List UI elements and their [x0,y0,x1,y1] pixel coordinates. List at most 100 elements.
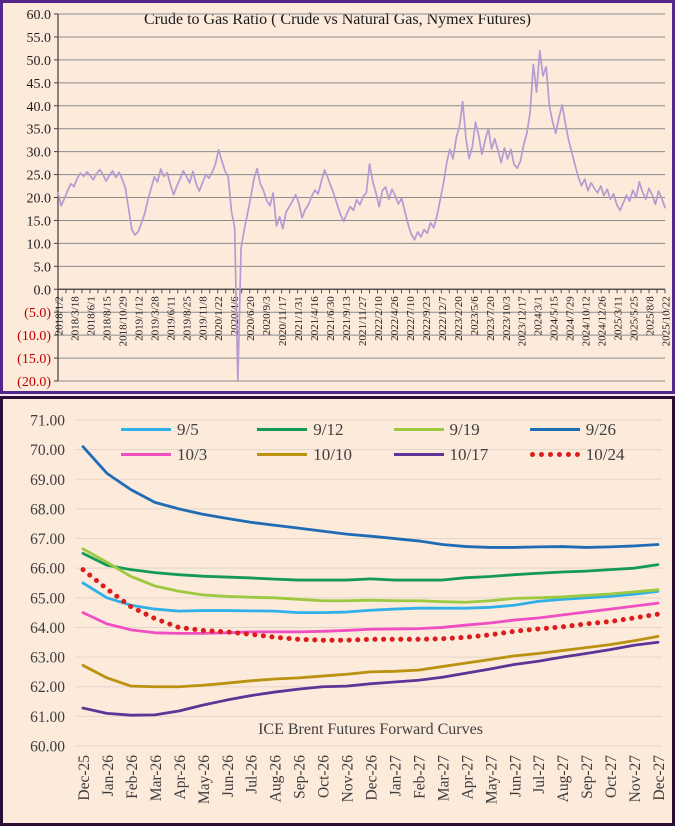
svg-text:Nov-27: Nov-27 [627,755,644,803]
legend: 9/5 9/12 9/19 9/26 10/3 10/10 10/17 10/24 [121,421,666,463]
legend-swatch-10-3 [121,453,171,456]
svg-text:2020/1/22: 2020/1/22 [213,296,225,341]
series-line-9-26 [81,445,660,549]
svg-text:2021/4/16: 2021/4/16 [309,296,321,341]
svg-text:63.00: 63.00 [30,650,65,667]
svg-text:68.00: 68.00 [30,501,65,518]
svg-text:45.0: 45.0 [27,77,52,92]
legend-item-9-5: 9/5 [121,421,257,438]
svg-text:May-26: May-26 [196,755,213,804]
svg-text:60.00: 60.00 [30,739,65,756]
svg-text:(20.0): (20.0) [17,375,51,390]
svg-text:Jun-27: Jun-27 [507,755,524,797]
svg-text:Sep-26: Sep-26 [292,755,309,799]
svg-text:2018/10/29: 2018/10/29 [117,296,129,347]
legend-swatch-9-19 [393,428,444,431]
svg-text:50.0: 50.0 [27,54,52,69]
svg-text:0.0: 0.0 [34,283,52,298]
svg-text:Mar-26: Mar-26 [148,755,165,801]
svg-text:Dec-27: Dec-27 [651,755,668,801]
svg-text:2025/3/11: 2025/3/11 [613,296,625,340]
svg-text:Apr-26: Apr-26 [172,755,189,800]
svg-text:69.00: 69.00 [30,472,65,489]
svg-text:2024/5/15: 2024/5/15 [549,296,561,341]
svg-text:62.00: 62.00 [30,679,65,696]
legend-item-10-24: 10/24 [529,446,666,463]
svg-text:10.0: 10.0 [27,237,52,252]
svg-text:67.00: 67.00 [30,531,65,548]
svg-text:Dec-26: Dec-26 [364,755,381,801]
svg-text:64.00: 64.00 [30,620,65,637]
svg-text:Jan-27: Jan-27 [387,755,404,797]
svg-text:2024/3/1: 2024/3/1 [533,296,545,335]
legend-label-9-5: 9/5 [177,420,199,439]
crude-gas-ratio-plot: 60.0 55.0 50.0 45.0 40.0 35.0 30.0 25.0 20.0 15.0… [17,8,672,390]
legend-label-10-3: 10/3 [177,445,208,464]
svg-text:2022/2/10: 2022/2/10 [373,296,385,341]
legend-item-9-12: 9/12 [257,421,393,438]
series-line-10-24 [80,567,661,643]
svg-text:Apr-27: Apr-27 [459,755,476,800]
legend-item-9-26: 9/26 [529,420,666,439]
legend-swatch-10-24 [529,452,580,457]
svg-text:Jul-27: Jul-27 [531,755,548,794]
svg-text:2024/10/12: 2024/10/12 [581,296,593,346]
legend-label-9-12: 9/12 [313,420,344,439]
svg-text:2019/11/8: 2019/11/8 [197,296,209,341]
svg-text:Jun-26: Jun-26 [220,755,237,797]
svg-text:2024/12/26: 2024/12/26 [597,296,609,347]
svg-text:Oct-26: Oct-26 [316,755,333,798]
svg-text:2022/12/7: 2022/12/7 [437,296,449,341]
legend-swatch-10-10 [257,453,308,456]
ratio-line [57,49,666,381]
legend-label-9-26: 9/26 [585,420,616,439]
brent-forward-curves-plot: 71.00 70.00 69.00 68.00 67.00 66.00 65.00 64.00… [30,413,668,805]
svg-text:2021/11/27: 2021/11/27 [357,296,369,346]
svg-text:2020/4/6: 2020/4/6 [229,296,241,336]
svg-text:2024/7/29: 2024/7/29 [565,296,577,341]
svg-text:55.0: 55.0 [27,31,52,46]
legend-label-10-17: 10/17 [449,445,489,464]
svg-text:Feb-26: Feb-26 [124,755,141,799]
svg-text:2020/11/17: 2020/11/17 [277,296,289,346]
svg-text:61.00: 61.00 [30,709,65,726]
svg-text:2022/7/10: 2022/7/10 [405,296,417,341]
svg-text:35.0: 35.0 [27,123,52,138]
svg-text:Mar-27: Mar-27 [435,755,452,801]
svg-text:65.00: 65.00 [30,590,65,607]
svg-text:2025/5/25: 2025/5/25 [629,296,641,341]
svg-text:2020/9/3: 2020/9/3 [261,296,273,336]
svg-text:15.0: 15.0 [27,214,52,229]
series-line-10-3 [81,601,660,635]
svg-text:66.00: 66.00 [30,561,65,578]
svg-text:5.0: 5.0 [34,260,52,275]
svg-text:2020/6/20: 2020/6/20 [245,296,257,341]
svg-text:Nov-26: Nov-26 [340,755,357,803]
legend-item-9-19: 9/19 [393,421,530,438]
svg-text:2023/7/20: 2023/7/20 [485,296,497,341]
svg-text:(15.0): (15.0) [17,352,51,367]
crude-to-gas-ratio-chart-panel: Crude to Gas Ratio ( Crude vs Natural Ga… [0,0,675,394]
svg-text:2019/6/11: 2019/6/11 [165,296,177,340]
crude-gas-chart-title: Crude to Gas Ratio ( Crude vs Natural Ga… [143,11,532,28]
svg-text:Aug-27: Aug-27 [555,755,572,803]
series-line-10-10 [81,634,660,689]
svg-text:Jul-26: Jul-26 [244,755,261,794]
y-axis-labels: 71.00 70.00 69.00 68.00 67.00 66.00 65.00 64.00… [30,413,65,756]
svg-text:2021/1/31: 2021/1/31 [293,296,305,341]
svg-text:Oct-27: Oct-27 [603,755,620,798]
svg-text:2019/8/25: 2019/8/25 [181,296,193,341]
svg-text:2019/1/12: 2019/1/12 [133,296,145,341]
svg-text:Dec-25: Dec-25 [76,755,93,801]
svg-text:20.0: 20.0 [27,192,52,207]
svg-text:70.00: 70.00 [30,442,65,459]
svg-text:2018/1/2: 2018/1/2 [54,296,66,335]
svg-text:2023/12/17: 2023/12/17 [517,296,529,347]
svg-text:30.0: 30.0 [27,146,52,161]
axes [54,13,666,382]
svg-text:40.0: 40.0 [27,100,52,115]
svg-text:May-27: May-27 [483,755,500,804]
svg-text:71.00: 71.00 [30,413,65,430]
legend-swatch-9-12 [257,428,308,431]
svg-text:2022/4/26: 2022/4/26 [389,296,401,341]
